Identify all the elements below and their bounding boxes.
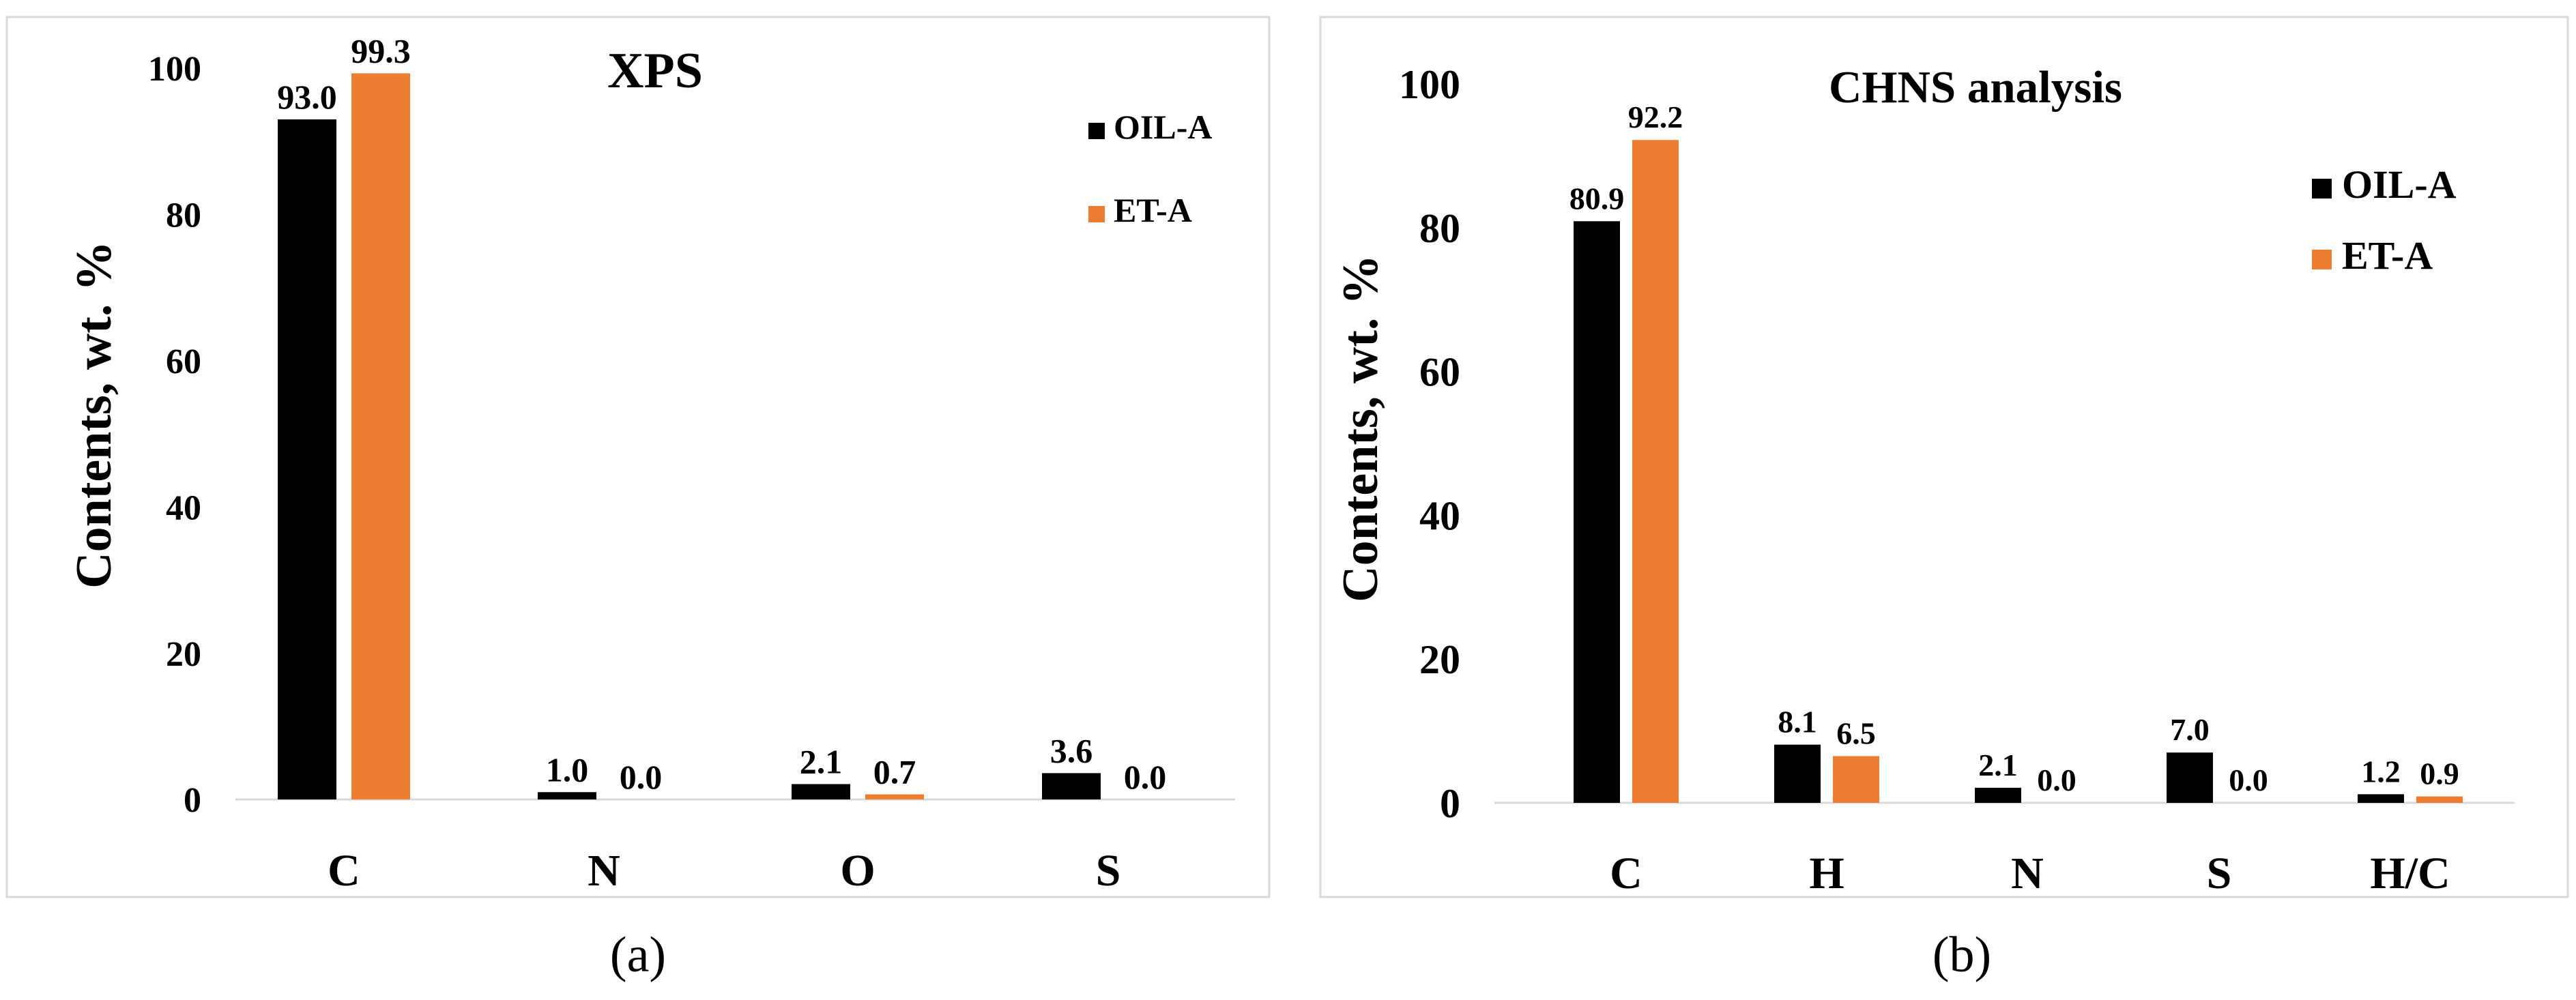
bar-value-label-oil-a: 3.6	[1050, 731, 1093, 769]
y-tick-label: 40	[166, 488, 201, 527]
bar-et-a	[351, 73, 410, 799]
y-tick-label: 80	[1419, 206, 1460, 251]
bar-value-label-oil-a: 8.1	[1778, 705, 1817, 739]
bar-oil-a	[2167, 752, 2213, 803]
y-tick-label: 60	[1419, 350, 1460, 395]
bar-value-label-oil-a: 2.1	[1978, 748, 2018, 782]
bar-value-label-oil-a: 7.0	[2170, 712, 2210, 747]
chart-title: CHNS analysis	[1829, 62, 2122, 113]
y-tick-label: 20	[166, 635, 201, 674]
bar-oil-a	[1975, 787, 2021, 803]
bar-value-labels: 80.9 92.2 8.1 6.5 2.1 0.0 7.0 0.0 1.2 0.9	[1569, 100, 2459, 797]
legend-label-oil-a: OIL-A	[2342, 162, 2457, 207]
y-tick-label: 0	[1440, 781, 1460, 826]
bar-et-a	[865, 794, 924, 799]
bar-oil-a	[2358, 794, 2404, 803]
x-tick-label: H/C	[2370, 849, 2450, 898]
legend: OIL-A ET-A	[1088, 108, 1212, 229]
bar-value-label-oil-a: 1.2	[2361, 754, 2401, 789]
legend-label-oil-a: OIL-A	[1114, 108, 1212, 146]
bar-value-label-oil-a: 93.0	[277, 78, 337, 116]
y-tick-label: 100	[148, 50, 201, 89]
chart-chns: 0 20 40 60 80 100 80.9 92.2 8.1 6.5 2.1 0.0 7.0 0.0 1…	[1319, 16, 2569, 983]
x-tick-label: S	[2207, 849, 2232, 898]
bar-value-label-et-a: 0.9	[2420, 756, 2459, 791]
legend-label-et-a: ET-A	[2342, 233, 2433, 278]
y-axis-label: Contents, wt. %	[1333, 254, 1389, 602]
bar-et-a	[1833, 756, 1879, 803]
y-tick-label: 0	[184, 781, 201, 820]
x-tick-labels: C H N S H/C	[1610, 849, 2450, 898]
legend-swatch-et-a	[1088, 206, 1105, 222]
bar-value-label-et-a: 99.3	[351, 32, 411, 70]
bars	[1574, 140, 2463, 804]
y-tick-labels: 0 20 40 60 80 100	[1399, 62, 1460, 826]
bar-oil-a	[792, 784, 850, 799]
x-tick-label: O	[840, 846, 875, 896]
bar-oil-a	[1042, 773, 1101, 799]
bar-value-label-et-a: 0.0	[620, 758, 663, 796]
caption-b: (b)	[1933, 927, 1991, 983]
x-tick-label: N	[2011, 849, 2044, 898]
bar-value-label-et-a: 92.2	[1628, 100, 1683, 134]
x-tick-label: N	[588, 846, 620, 896]
bar-value-labels: 93.0 99.3 1.0 0.0 2.1 0.7 3.6 0.0	[277, 32, 1166, 796]
bar-value-label-oil-a: 2.1	[800, 742, 843, 780]
chart-title: XPS	[607, 43, 703, 99]
y-tick-label: 60	[166, 342, 201, 381]
legend-label-et-a: ET-A	[1114, 191, 1192, 229]
x-tick-label: H	[1809, 849, 1844, 898]
legend-swatch-et-a	[2312, 250, 2332, 269]
y-tick-label: 80	[166, 196, 201, 235]
bars	[278, 73, 1101, 800]
bar-value-label-oil-a: 1.0	[546, 750, 589, 789]
y-tick-label: 20	[1419, 637, 1460, 682]
bar-et-a	[2416, 796, 2463, 803]
y-tick-label: 40	[1419, 493, 1460, 538]
legend-swatch-oil-a	[1088, 123, 1105, 139]
legend-swatch-oil-a	[2312, 179, 2332, 198]
bar-oil-a	[278, 119, 336, 800]
bar-value-label-et-a: 0.0	[2037, 763, 2076, 797]
bar-oil-a	[1774, 744, 1821, 803]
bar-value-label-et-a: 0.7	[873, 752, 916, 791]
bar-et-a	[1632, 140, 1679, 803]
bar-value-label-oil-a: 80.9	[1569, 181, 1625, 216]
bar-oil-a	[538, 792, 596, 799]
chart-frame	[5, 16, 1271, 898]
bar-oil-a	[1574, 221, 1620, 804]
bar-value-label-et-a: 0.0	[2229, 763, 2268, 797]
x-tick-label: S	[1096, 846, 1121, 896]
chart-frame	[1319, 16, 2569, 898]
bar-value-label-et-a: 6.5	[1836, 716, 1876, 750]
caption-a: (a)	[610, 927, 666, 983]
y-tick-labels: 0 20 40 60 80 100	[148, 50, 201, 820]
legend: OIL-A ET-A	[2312, 162, 2457, 278]
x-tick-label: C	[328, 846, 360, 896]
bar-value-label-et-a: 0.0	[1124, 758, 1167, 796]
x-tick-label: C	[1610, 849, 1642, 898]
y-axis-label: Contents, wt. %	[66, 241, 122, 589]
y-tick-label: 100	[1399, 62, 1460, 107]
